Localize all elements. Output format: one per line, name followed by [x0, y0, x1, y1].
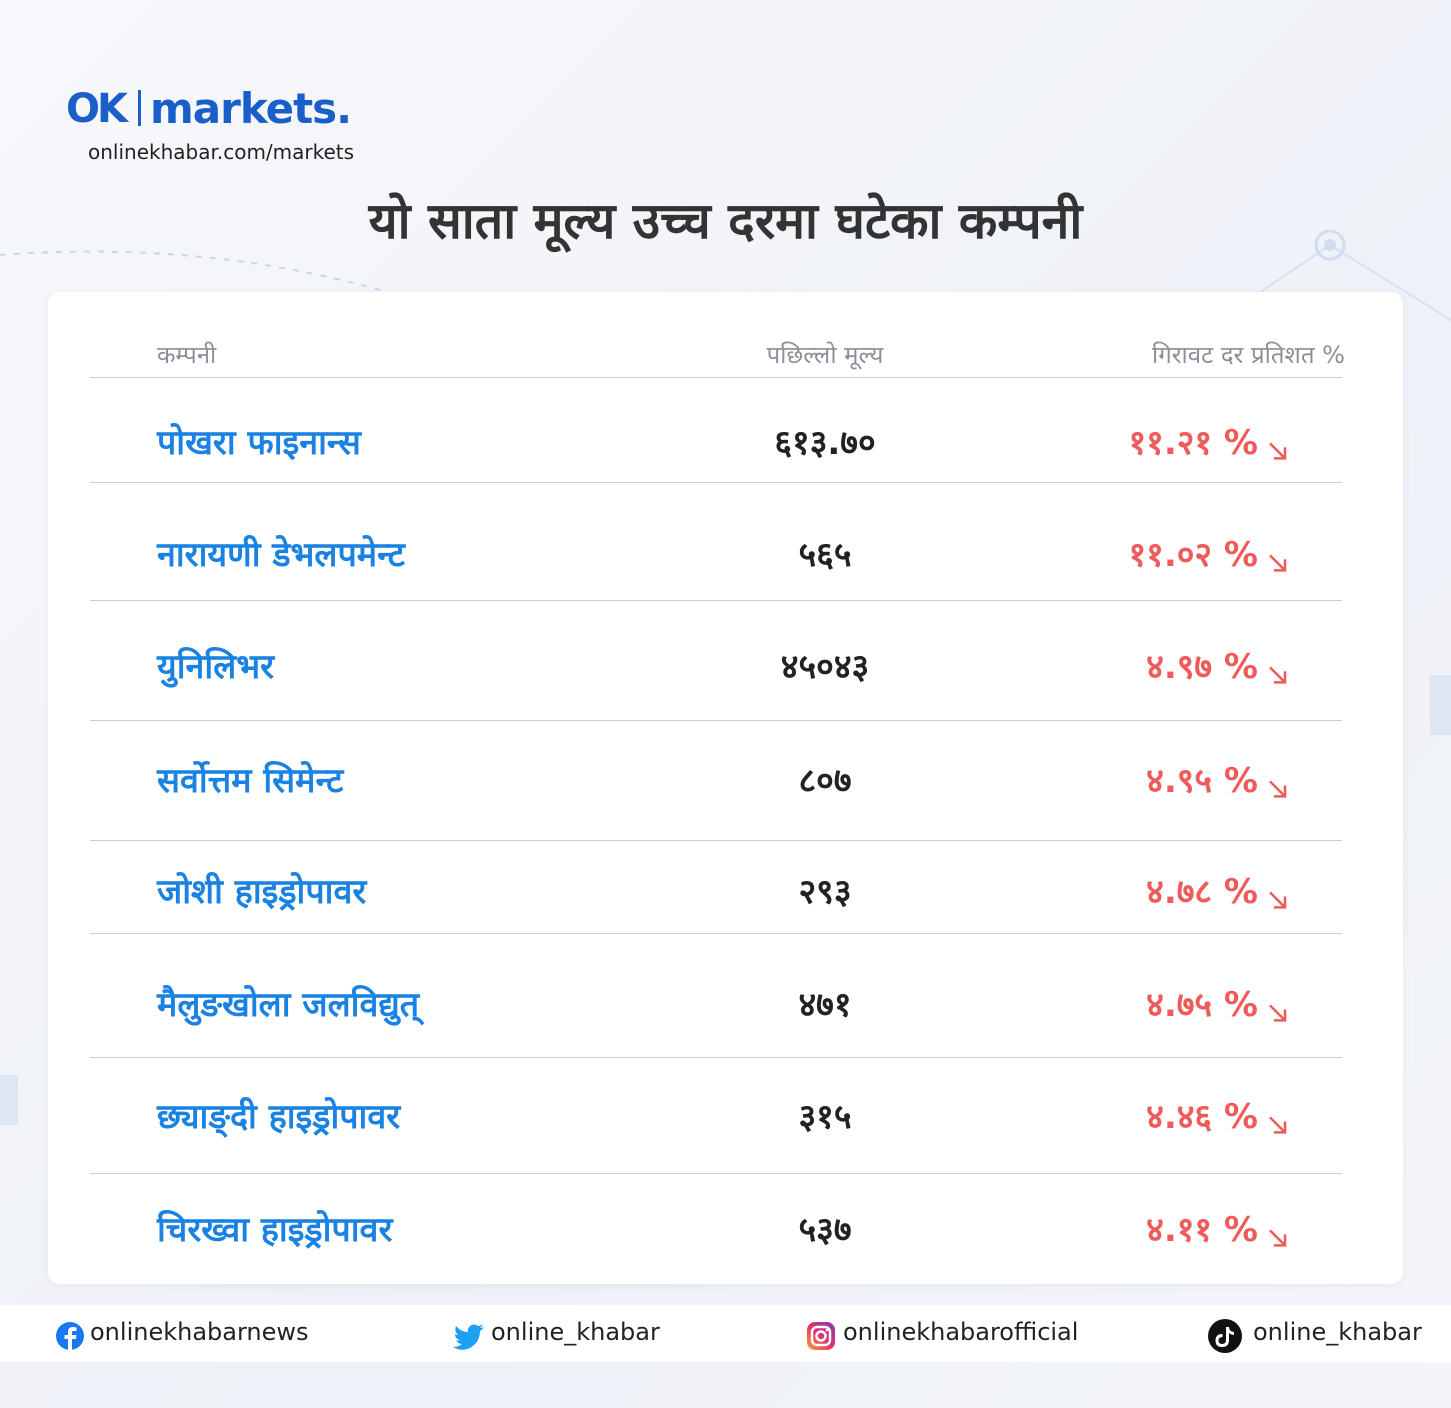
company-name: मैलुङखोला जलविद्युत्	[157, 985, 420, 1025]
last-price: ८०७	[798, 761, 852, 801]
company-name: पोखरा फाइनान्स	[157, 423, 361, 463]
decline-rate: ११.०२ %	[1128, 535, 1258, 575]
down-arrow-icon	[1266, 1001, 1290, 1025]
row-separator	[90, 840, 1342, 841]
company-name: सर्वोत्तम सिमेन्ट	[157, 761, 344, 801]
down-arrow-icon	[1266, 1113, 1290, 1137]
header-separator	[90, 377, 1342, 378]
decline-rate: ४.११ %	[1146, 1210, 1258, 1250]
logo-name: markets.	[150, 84, 352, 133]
twitter-handle: online_khabar	[491, 1318, 660, 1346]
last-price: ५३७	[798, 1210, 852, 1250]
company-name: नारायणी डेभलपमेन्ट	[157, 535, 405, 575]
facebook-handle: onlinekhabarnews	[90, 1318, 309, 1346]
column-header: कम्पनी	[157, 341, 217, 369]
company-name: चिरख्वा हाइड्रोपावर	[157, 1210, 393, 1250]
down-arrow-icon	[1266, 777, 1290, 801]
decline-rate: ४.४६ %	[1146, 1097, 1258, 1137]
tiktok-handle: online_khabar	[1253, 1318, 1422, 1346]
down-arrow-icon	[1266, 888, 1290, 912]
down-arrow-icon	[1266, 1226, 1290, 1250]
last-price: २९३	[798, 872, 852, 912]
row-separator	[90, 720, 1342, 721]
last-price: ५६५	[798, 535, 852, 575]
decline-rate: ४.९७ %	[1146, 647, 1258, 687]
decline-rate: ४.९५ %	[1146, 761, 1258, 801]
decline-rate: ४.७५ %	[1146, 985, 1258, 1025]
tiktok-icon	[1208, 1319, 1242, 1353]
row-separator	[90, 482, 1342, 483]
table-card	[48, 292, 1403, 1284]
company-name: जोशी हाइड्रोपावर	[157, 872, 367, 912]
twitter-icon	[453, 1324, 484, 1350]
row-separator	[90, 600, 1342, 601]
title: यो साता मूल्य उच्च दरमा घटेका कम्पनी	[368, 192, 1083, 250]
column-header: गिरावट दर प्रतिशत %	[1151, 341, 1345, 369]
last-price: ३१५	[798, 1097, 852, 1137]
company-name: युनिलिभर	[157, 647, 275, 687]
column-header: पछिल्लो मूल्य	[766, 341, 884, 369]
facebook-icon	[56, 1322, 84, 1350]
down-arrow-icon	[1266, 551, 1290, 575]
last-price: ४५०४३	[780, 647, 870, 687]
down-arrow-icon	[1266, 439, 1290, 463]
decline-rate: ११.२१ %	[1128, 423, 1258, 463]
row-separator	[90, 1173, 1342, 1174]
brand-url: onlinekhabar.com/markets	[88, 140, 355, 164]
last-price: ४७१	[798, 985, 852, 1025]
last-price: ६१३.७०	[774, 423, 876, 463]
row-separator	[90, 1057, 1342, 1058]
instagram-handle: onlinekhabarofficial	[843, 1318, 1079, 1346]
logo-mark: OK	[66, 86, 128, 132]
logo: OK markets.	[66, 84, 386, 136]
company-name: छ्याङ्दी हाइड्रोपावर	[157, 1097, 401, 1137]
instagram-icon	[807, 1322, 835, 1350]
decline-rate: ४.७८ %	[1146, 872, 1258, 912]
down-arrow-icon	[1266, 663, 1290, 687]
row-separator	[90, 933, 1342, 934]
logo-divider	[138, 90, 141, 126]
